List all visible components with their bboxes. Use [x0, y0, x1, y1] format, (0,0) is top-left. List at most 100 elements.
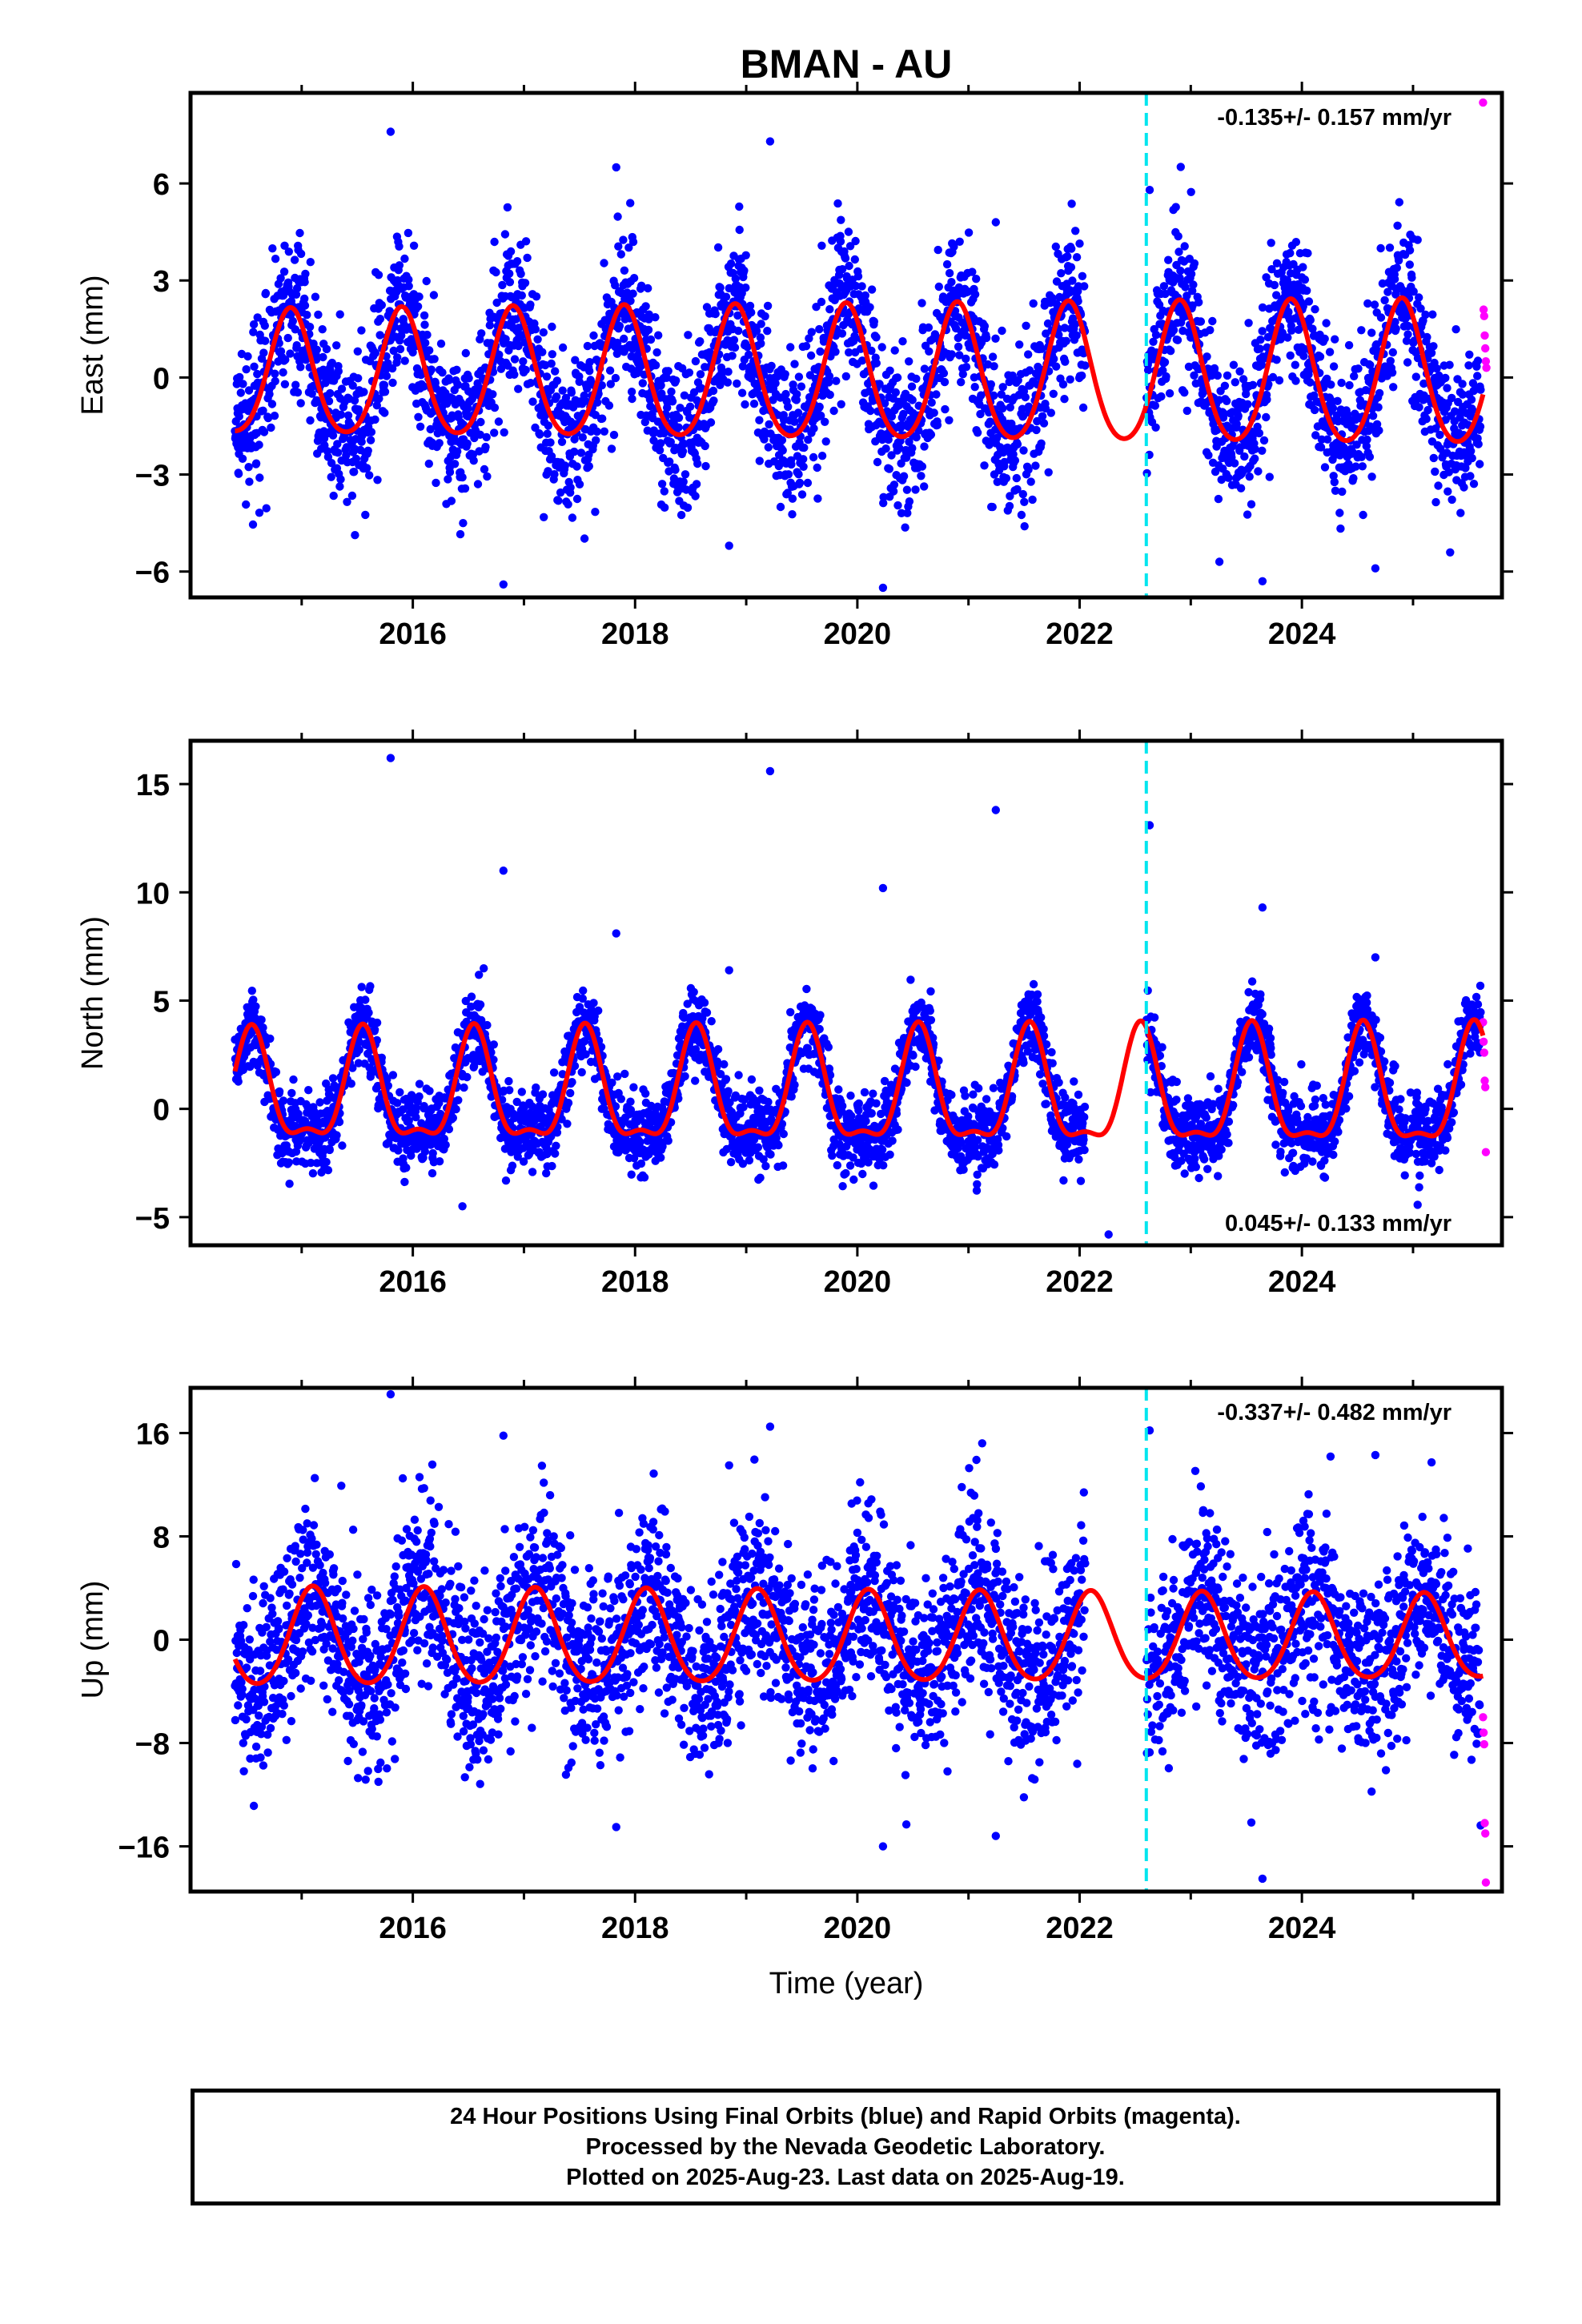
- east-point: [1345, 380, 1354, 390]
- east-point: [597, 381, 606, 390]
- east-point: [644, 283, 652, 293]
- east-point: [701, 441, 709, 451]
- east-point: [911, 485, 920, 494]
- east-point: [1208, 316, 1217, 326]
- east-point: [702, 303, 712, 312]
- east-point: [1150, 401, 1160, 410]
- east-point: [1171, 203, 1180, 211]
- east-point: [1283, 333, 1292, 342]
- east-point: [962, 354, 970, 364]
- east-point: [668, 397, 677, 406]
- north-point: [489, 1040, 498, 1049]
- east-point: [1024, 350, 1033, 359]
- east-point: [977, 391, 986, 400]
- east-point: [1251, 444, 1259, 453]
- east-point: [741, 400, 749, 409]
- east-point: [1025, 366, 1034, 375]
- east-point: [1211, 467, 1220, 476]
- east-point: [1058, 380, 1068, 389]
- east-point: [539, 328, 548, 337]
- east-point: [1286, 248, 1295, 258]
- east-point: [667, 387, 676, 396]
- east-point: [1476, 422, 1485, 431]
- east-point: [899, 409, 908, 419]
- north-point: [616, 1095, 625, 1104]
- east-point: [933, 420, 942, 429]
- east-point: [1017, 510, 1026, 520]
- east-point: [444, 376, 454, 384]
- east-point: [778, 446, 787, 455]
- east-point: [724, 368, 733, 376]
- east-point: [885, 464, 894, 473]
- east-point: [755, 416, 764, 424]
- east-point: [540, 411, 549, 420]
- east-point: [420, 320, 429, 329]
- east-point: [255, 509, 264, 517]
- east-point: [374, 271, 383, 279]
- east-point: [790, 360, 799, 368]
- east-point: [816, 411, 825, 420]
- east-point: [1189, 280, 1198, 289]
- north-point: [279, 1096, 288, 1105]
- east-point: [1070, 320, 1080, 328]
- east-point: [765, 420, 773, 429]
- east-point: [927, 398, 936, 407]
- east-point: [749, 400, 759, 408]
- east-point: [1182, 406, 1192, 416]
- east-point: [1190, 371, 1199, 380]
- east-point: [697, 384, 705, 392]
- east-point: [616, 250, 625, 259]
- east-point: [427, 365, 436, 374]
- east-point: [1300, 275, 1310, 284]
- east-point: [292, 341, 301, 350]
- east-point: [825, 390, 834, 400]
- east-point: [1162, 372, 1170, 381]
- east-point: [1376, 243, 1385, 253]
- east-point: [351, 454, 361, 464]
- east-point: [575, 377, 584, 386]
- east-point: [947, 278, 956, 287]
- east-outlier-point: [1371, 564, 1380, 573]
- east-point: [371, 415, 379, 424]
- north-point: [335, 1117, 344, 1127]
- north-point: [476, 1000, 485, 1009]
- east-point: [236, 388, 245, 397]
- east-point: [1306, 316, 1315, 324]
- east-point: [997, 390, 1006, 399]
- east-point: [1074, 282, 1083, 291]
- east-point: [1423, 405, 1432, 415]
- east-point: [332, 341, 341, 350]
- east-point: [872, 359, 881, 368]
- east-point: [903, 509, 912, 517]
- east-point: [627, 388, 636, 396]
- north-point: [755, 1086, 764, 1096]
- north-point: [726, 1158, 736, 1167]
- east-point: [420, 382, 428, 391]
- east-point: [680, 391, 689, 400]
- east-point: [1012, 473, 1022, 483]
- east-point: [607, 444, 616, 453]
- east-point: [306, 258, 315, 267]
- east-point: [889, 487, 898, 496]
- east-point: [423, 330, 432, 340]
- east-point: [821, 417, 829, 426]
- east-point: [1196, 317, 1206, 326]
- east-point: [1383, 287, 1392, 296]
- east-point: [962, 363, 971, 372]
- east-point: [1372, 340, 1381, 349]
- east-point: [1391, 324, 1400, 333]
- east-point: [1303, 249, 1312, 258]
- east-point: [291, 380, 300, 389]
- north-point: [681, 1072, 689, 1081]
- east-point: [261, 336, 270, 345]
- east-point: [638, 379, 647, 388]
- east-point: [268, 244, 277, 253]
- east-point: [510, 370, 519, 379]
- east-point: [624, 243, 633, 252]
- east-point: [343, 411, 353, 420]
- north-point: [702, 1008, 712, 1017]
- east-point: [483, 472, 492, 481]
- east-point: [564, 500, 572, 509]
- north-point: [734, 1071, 743, 1080]
- east-point: [1392, 263, 1402, 272]
